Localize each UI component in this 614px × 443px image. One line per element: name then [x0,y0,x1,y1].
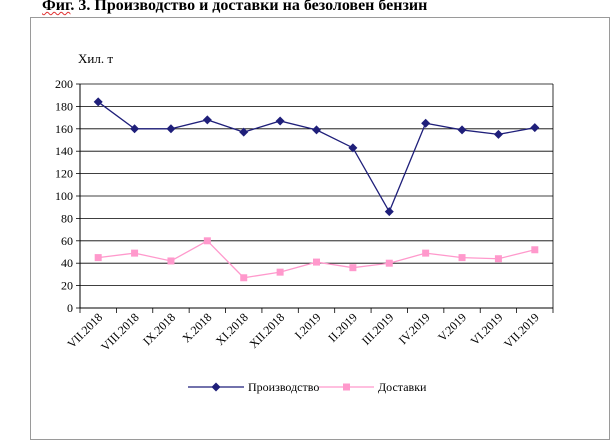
x-tick-label: IX.2018 [140,310,178,348]
x-tick-label: III.2019 [359,310,396,347]
data-point-dostavki [422,249,430,257]
data-point-proizvodstvo [202,115,212,125]
legend-label-proizvodstvo: Производство [248,380,319,394]
data-point-dostavki [458,254,466,262]
data-point-proizvodstvo [493,129,503,139]
data-point-dostavki [94,254,102,262]
y-tick-label: 100 [55,189,73,203]
data-point-dostavki [276,268,284,276]
data-point-dostavki [349,264,357,272]
data-point-proizvodstvo [166,124,176,134]
data-point-dostavki [531,246,539,254]
y-tick-label: 200 [55,77,73,91]
x-tick-label: XI.2018 [213,310,251,348]
x-tick-label: X.2018 [179,310,214,345]
data-point-proizvodstvo [530,123,540,133]
y-tick-labels: 0 20 40 60 80 100 120 140 160 180 200 [55,77,73,315]
y-tick-label: 160 [55,122,73,136]
y-tick-label: 40 [61,256,73,270]
data-point-proizvodstvo [312,125,321,135]
data-point-dostavki [131,249,139,257]
x-tick-label: VIII.2018 [98,310,142,354]
y-axis-label: Хил. т [78,51,113,66]
y-tick-label: 140 [55,144,73,158]
data-point-proizvodstvo [384,207,394,217]
x-tick-label: IV.2019 [396,310,433,347]
data-point-proizvodstvo [421,118,431,128]
chart-frame [30,17,610,440]
data-point-dostavki [240,274,248,282]
y-tick-label: 180 [55,99,73,113]
x-tick-label: I.2019 [292,310,324,342]
x-tick-label: II.2019 [325,310,360,345]
data-point-dostavki [313,258,320,266]
data-point-proizvodstvo [93,97,103,107]
x-tick-label: V.2019 [435,310,469,344]
gridlines [80,83,553,309]
data-point-proizvodstvo [130,124,140,134]
data-point-proizvodstvo [457,125,467,135]
legend-marker-dostavki [343,383,350,391]
data-point-proizvodstvo [348,143,358,153]
data-point-proizvodstvo [275,116,285,126]
figure-title-prefix: Фиг [42,0,71,14]
y-tick-label: 20 [61,279,73,293]
data-point-dostavki [167,257,175,265]
figure-title-rest: . 3. Производство и доставки на безолове… [70,0,428,14]
data-point-dostavki [385,259,393,267]
figure-title: Фиг. 3. Производство и доставки на безол… [42,0,427,15]
legend: Производство Доставки [188,380,427,394]
data-point-dostavki [203,237,211,245]
legend-label-dostavki: Доставки [378,380,427,394]
legend-marker-proizvodstvo [211,382,221,392]
y-tick-label: 120 [55,167,73,181]
series-layer [93,97,540,282]
y-tick-label: 60 [61,234,73,248]
y-tick-label: 0 [67,301,73,315]
series-line-proizvodstvo [97,101,535,214]
x-tick-label: VII.2019 [501,310,542,351]
axes [76,83,554,313]
data-point-proizvodstvo [239,127,249,137]
x-tick-label: VI.2019 [468,310,506,348]
x-tick-label: XII.2018 [246,310,287,351]
y-tick-label: 80 [61,211,73,225]
data-point-dostavki [494,255,502,263]
